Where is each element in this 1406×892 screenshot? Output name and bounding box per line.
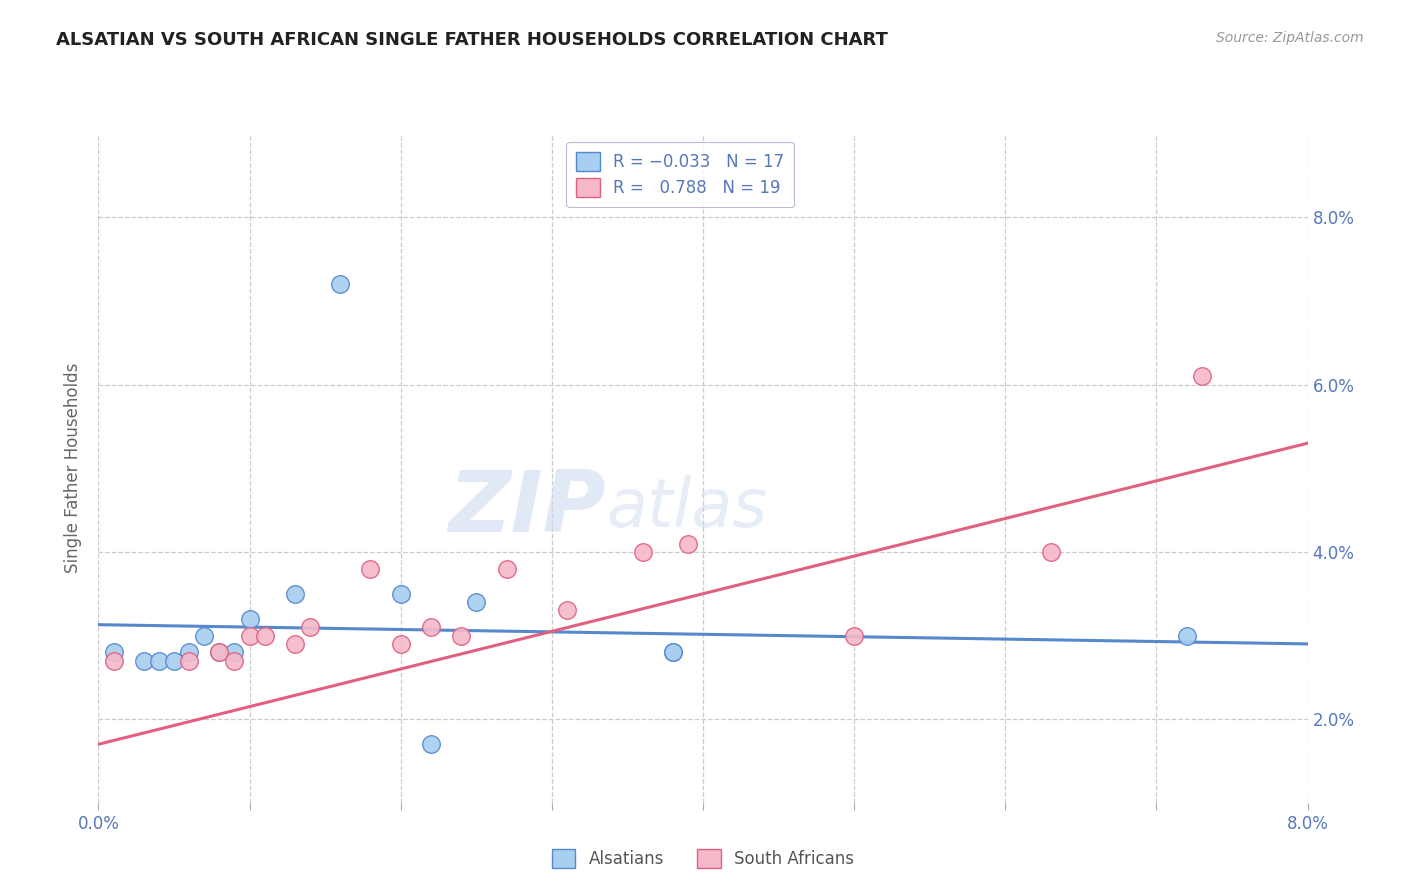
Point [555,603,578,617]
Point [329,277,352,292]
Point [662,645,685,659]
Text: atlas: atlas [606,475,768,541]
Text: Source: ZipAtlas.com: Source: ZipAtlas.com [1216,31,1364,45]
Point [662,645,685,659]
Point [148,654,170,668]
Point [103,654,125,668]
Point [631,545,654,559]
Point [495,562,517,576]
Point [132,654,155,668]
Point [389,637,412,651]
Point [239,629,262,643]
Point [389,587,412,601]
Point [1039,545,1062,559]
Point [284,587,307,601]
Point [253,629,276,643]
Legend: R = −0.033   N = 17, R =   0.788   N = 19: R = −0.033 N = 17, R = 0.788 N = 19 [567,142,794,207]
Point [450,629,472,643]
Point [360,562,382,576]
Point [299,620,322,634]
Point [193,629,215,643]
Point [163,654,186,668]
Point [1175,629,1198,643]
Point [103,645,125,659]
Point [208,645,231,659]
Point [208,645,231,659]
Point [676,536,699,550]
Point [224,645,246,659]
Point [1191,369,1213,384]
Text: ALSATIAN VS SOUTH AFRICAN SINGLE FATHER HOUSEHOLDS CORRELATION CHART: ALSATIAN VS SOUTH AFRICAN SINGLE FATHER … [56,31,889,49]
Point [465,595,488,609]
Point [179,645,201,659]
Point [179,654,201,668]
Point [239,612,262,626]
Point [420,737,443,751]
Point [844,629,866,643]
Y-axis label: Single Father Households: Single Father Households [65,363,83,574]
Point [420,620,443,634]
Point [284,637,307,651]
Text: ZIP: ZIP [449,467,606,550]
Point [224,654,246,668]
Legend: Alsatians, South Africans: Alsatians, South Africans [546,842,860,875]
